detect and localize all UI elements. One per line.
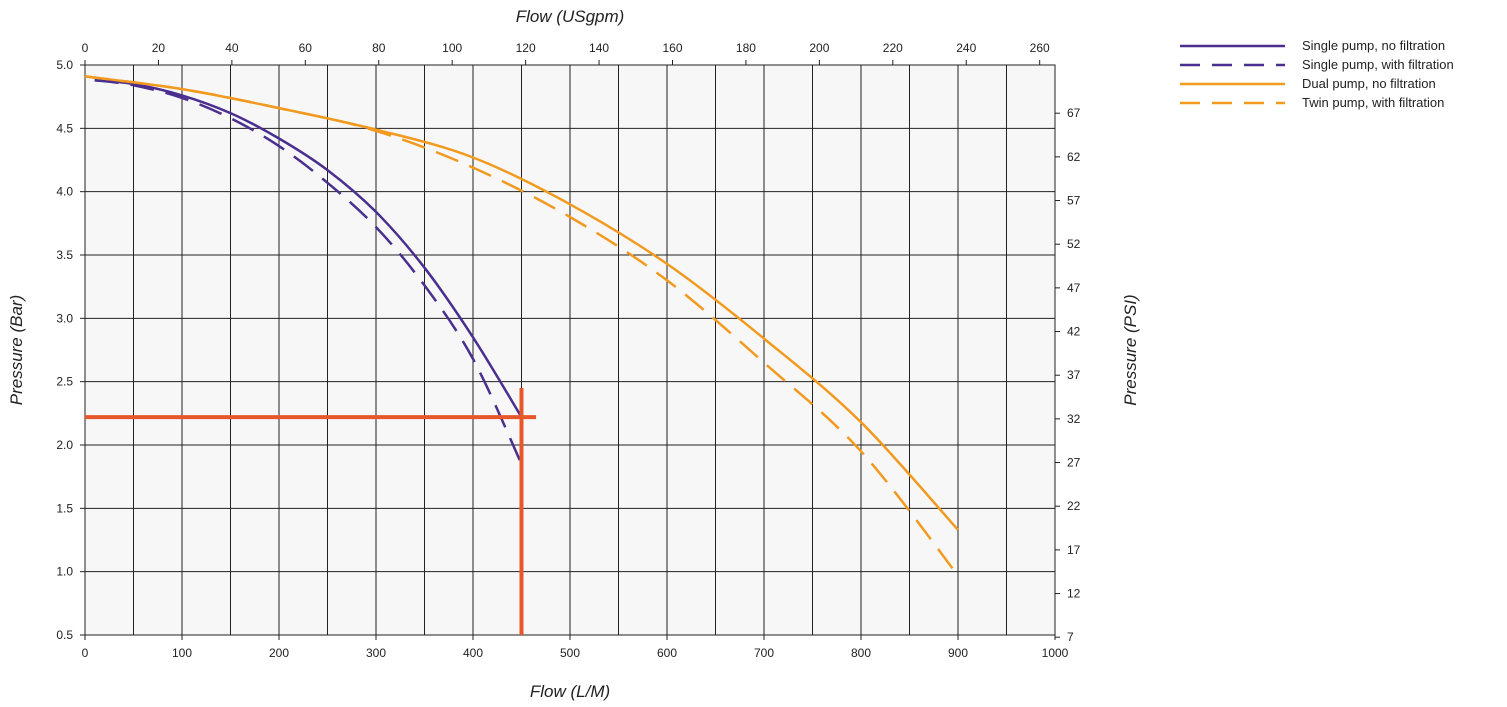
top-tick-label: 180 — [736, 41, 756, 55]
right-y-ticks: 7 12 17 22 27 32 37 42 47 52 57 62 67 — [1055, 106, 1081, 644]
bottom-tick-label: 600 — [657, 646, 677, 660]
left-tick-label: 1.5 — [56, 501, 73, 515]
right-tick-label: 32 — [1067, 412, 1081, 426]
top-tick-label: 100 — [442, 41, 462, 55]
bottom-tick-label: 0 — [82, 646, 89, 660]
bottom-tick-label: 1000 — [1042, 646, 1069, 660]
top-tick-label: 80 — [372, 41, 386, 55]
legend-label-twin-pump-with-filtration: Twin pump, with filtration — [1302, 95, 1444, 110]
bottom-tick-label: 800 — [851, 646, 871, 660]
right-tick-label: 52 — [1067, 237, 1081, 251]
top-tick-label: 160 — [662, 41, 682, 55]
legend-label-dual-pump-no-filtration: Dual pump, no filtration — [1302, 76, 1436, 91]
right-tick-label: 62 — [1067, 150, 1081, 164]
right-tick-label: 57 — [1067, 194, 1081, 208]
bottom-tick-label: 500 — [560, 646, 580, 660]
bottom-x-ticks: 0 100 200 300 400 500 600 700 800 900 1000 — [82, 635, 1069, 660]
x-axis-title-bottom: Flow (L/M) — [530, 682, 610, 701]
top-tick-label: 120 — [516, 41, 536, 55]
top-tick-label: 60 — [299, 41, 313, 55]
legend-label-single-pump-no-filtration: Single pump, no filtration — [1302, 38, 1445, 53]
right-tick-label: 27 — [1067, 456, 1081, 470]
top-tick-label: 140 — [589, 41, 609, 55]
right-tick-label: 12 — [1067, 587, 1081, 601]
left-tick-label: 1.0 — [56, 565, 73, 579]
right-tick-label: 17 — [1067, 543, 1081, 557]
grid — [85, 65, 1055, 635]
right-tick-label: 22 — [1067, 499, 1081, 513]
bottom-tick-label: 900 — [948, 646, 968, 660]
series-line-single-pump-with-filtration — [94, 78, 523, 465]
right-tick-label: 47 — [1067, 281, 1081, 295]
legend-label-single-pump-with-filtration: Single pump, with filtration — [1302, 57, 1454, 72]
top-x-ticks: 0 20 40 60 80 100 120 140 160 180 200 220 240 260 — [82, 41, 1050, 65]
left-tick-label: 0.5 — [56, 628, 73, 642]
left-tick-label: 4.0 — [56, 185, 73, 199]
right-tick-label: 7 — [1067, 630, 1074, 644]
left-tick-label: 3.5 — [56, 248, 73, 262]
top-tick-label: 20 — [152, 41, 166, 55]
x-axis-title-top: Flow (USgpm) — [516, 7, 625, 26]
bottom-tick-label: 300 — [366, 646, 386, 660]
top-tick-label: 0 — [82, 41, 89, 55]
bottom-tick-label: 200 — [269, 646, 289, 660]
left-tick-label: 2.0 — [56, 438, 73, 452]
top-tick-label: 200 — [809, 41, 829, 55]
series-line-twin-pump-with-filtration — [84, 75, 959, 577]
right-tick-label: 37 — [1067, 368, 1081, 382]
top-tick-label: 260 — [1030, 41, 1050, 55]
series-line-single-pump-no-filtration — [94, 78, 523, 418]
top-tick-label: 240 — [956, 41, 976, 55]
bottom-tick-label: 400 — [463, 646, 483, 660]
left-y-ticks: 0.5 1.0 1.5 2.0 2.5 3.0 3.5 4.0 4.5 5.0 — [56, 58, 85, 642]
left-tick-label: 3.0 — [56, 311, 73, 325]
top-tick-label: 220 — [883, 41, 903, 55]
left-tick-label: 4.5 — [56, 121, 73, 135]
operating-point-markers — [85, 388, 537, 635]
bottom-tick-label: 100 — [172, 646, 192, 660]
top-tick-label: 40 — [225, 41, 239, 55]
right-tick-label: 42 — [1067, 325, 1081, 339]
y-axis-title-left: Pressure (Bar) — [7, 295, 26, 406]
left-tick-label: 2.5 — [56, 375, 73, 389]
right-tick-label: 67 — [1067, 106, 1081, 120]
series-lines — [84, 75, 959, 577]
legend: Single pump, no filtration Single pump, w… — [1180, 38, 1454, 110]
bottom-tick-label: 700 — [754, 646, 774, 660]
left-tick-label: 5.0 — [56, 58, 73, 72]
y-axis-title-right: Pressure (PSI) — [1121, 294, 1140, 405]
